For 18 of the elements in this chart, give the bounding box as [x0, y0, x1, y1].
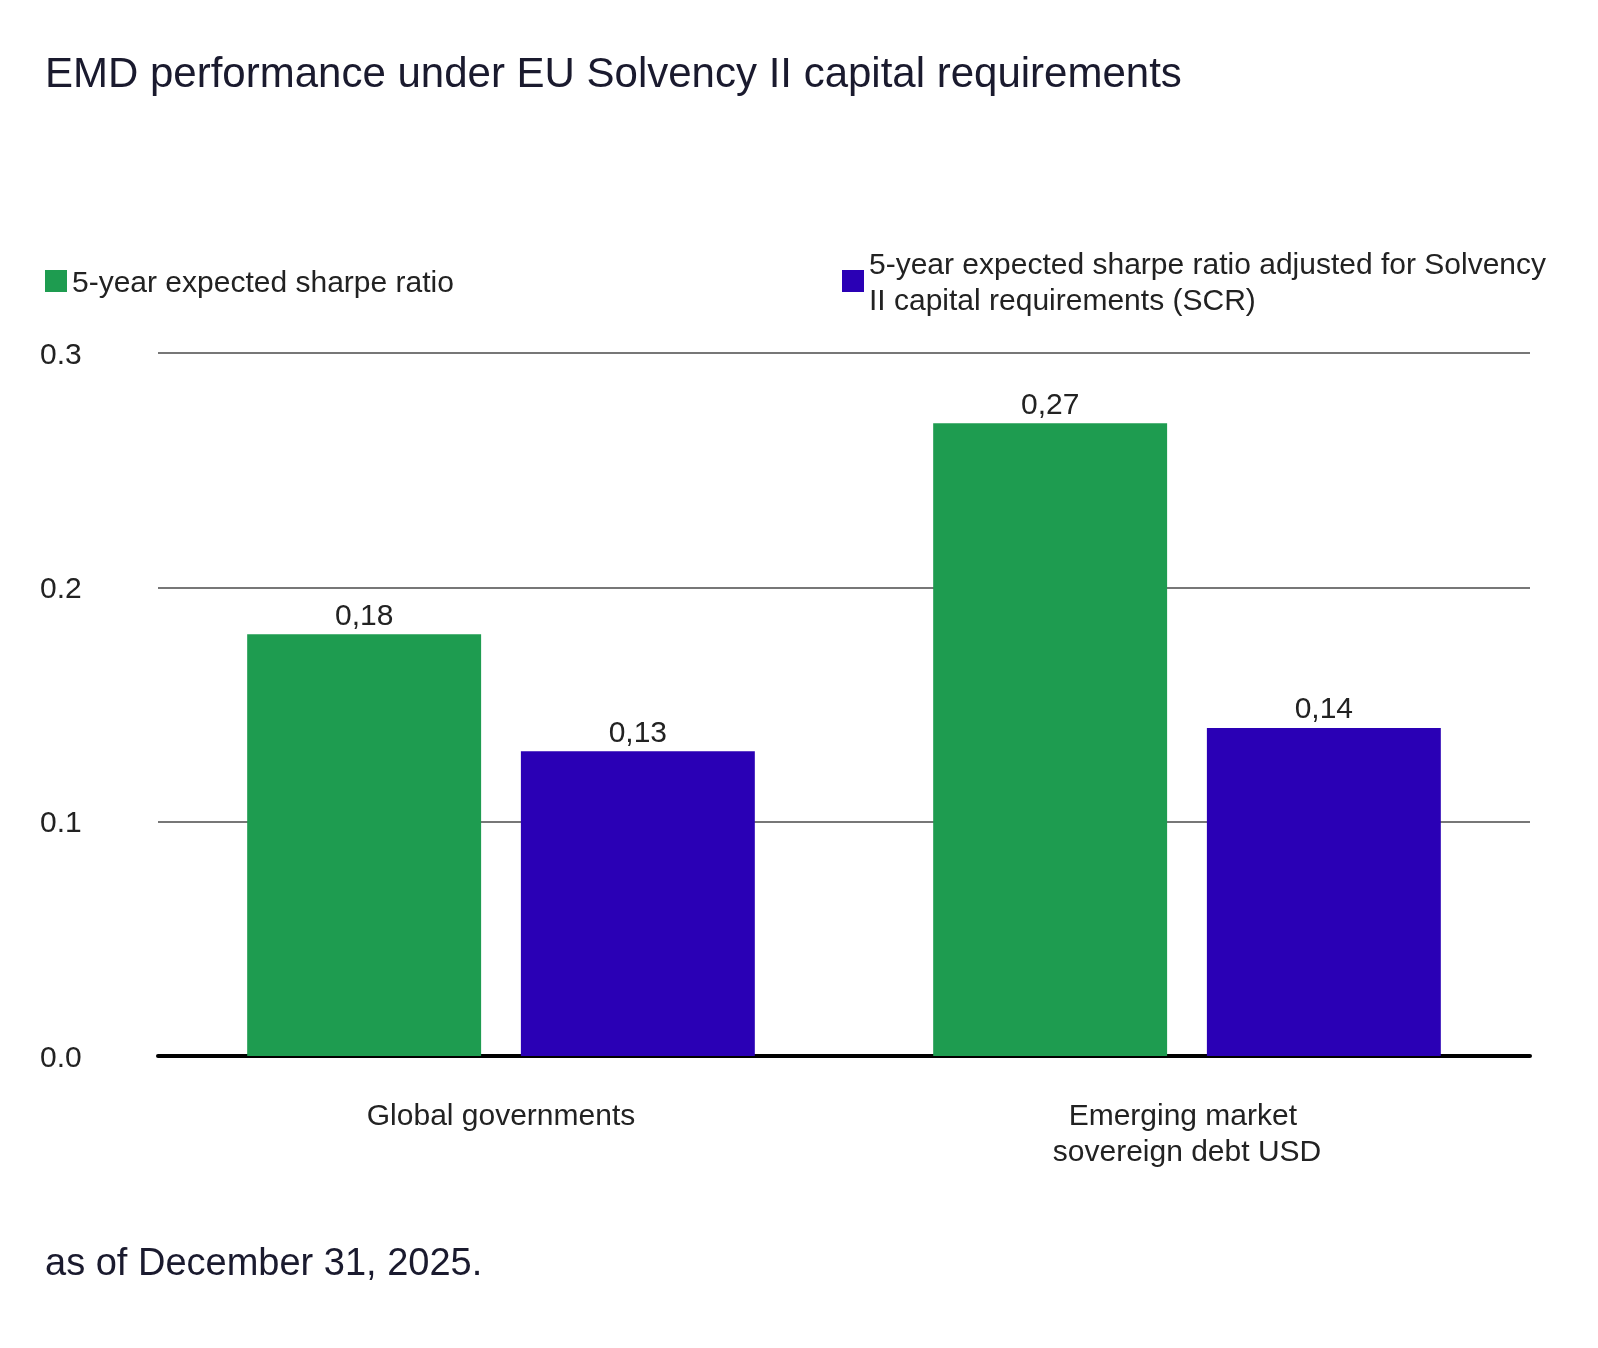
bar: [247, 634, 482, 1056]
legend-label: 5-year expected sharpe ratio adjusted for Solvency II capital requirements (SCR): [869, 246, 1555, 316]
data-label: 0,14: [1294, 691, 1354, 725]
y-tick-label: 0.3: [40, 336, 82, 370]
bar: [520, 751, 755, 1056]
chart-title: EMD performance under EU Solvency II capital requirements: [45, 48, 1182, 96]
y-tick-label: 0.0: [40, 1039, 82, 1073]
y-tick-label: 0.2: [40, 570, 82, 604]
data-label: 0,13: [608, 714, 668, 748]
text: as of December 31, 2025.: [45, 1241, 483, 1283]
legend-label: 5-year expected sharpe ratio: [72, 264, 454, 298]
data-label: 0,18: [334, 597, 394, 631]
bar: [933, 423, 1168, 1056]
x-tick-label: Global governments: [366, 1097, 636, 1131]
bar: [1206, 727, 1441, 1056]
x-tick-label: Emerging market sovereign debt USD: [1052, 1097, 1322, 1167]
data-label: 0,27: [1020, 386, 1080, 420]
y-tick-label: 0.1: [40, 805, 82, 839]
